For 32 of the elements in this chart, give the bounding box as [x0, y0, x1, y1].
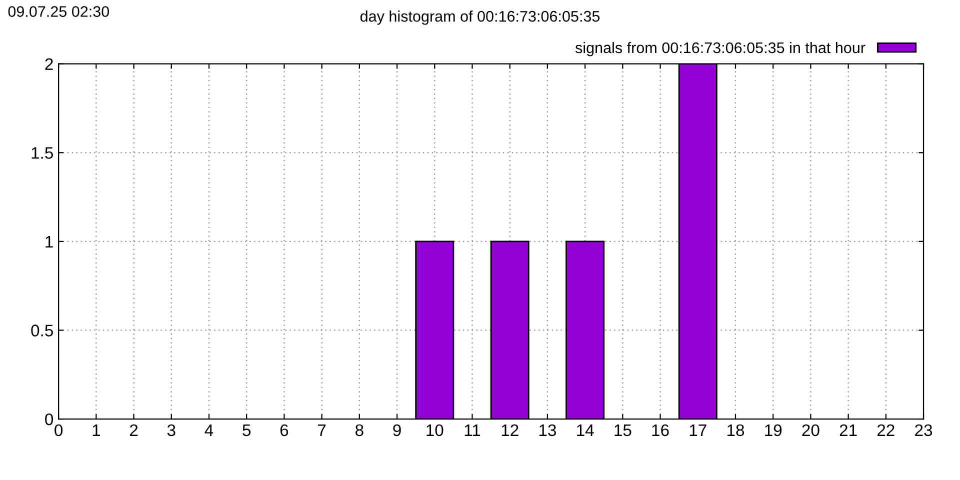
x-tick-label: 0 — [54, 424, 63, 436]
text: 09.07.25 02:30 — [8, 6, 110, 17]
x-tick-label: 8 — [356, 424, 364, 436]
x-tick-label: 18 — [727, 424, 744, 436]
x-tick-label: 21 — [840, 424, 857, 436]
x-tick-label: 15 — [614, 424, 632, 436]
x-tick-label: 3 — [167, 424, 176, 436]
x-tick-label: 13 — [539, 424, 556, 436]
y-tick-label: 1 — [46, 236, 53, 248]
x-tick-label: 11 — [464, 424, 480, 436]
x-tick-label: 9 — [393, 424, 401, 436]
x-tick-label: 5 — [242, 424, 251, 436]
x-tick-label: 16 — [652, 424, 669, 436]
x-tick-label: 19 — [765, 424, 782, 436]
x-tick-label: 23 — [915, 424, 932, 436]
x-tick-label: 12 — [502, 424, 518, 436]
x-tick-label: 7 — [318, 424, 326, 436]
y-tick-label: 0.5 — [31, 324, 53, 336]
x-tick-label: 10 — [426, 424, 444, 436]
x-tick-label: 14 — [577, 424, 594, 436]
x-tick-label: 2 — [130, 424, 138, 436]
y-tick-label: 1.5 — [32, 147, 53, 159]
chart-title: day histogram of 00:16:73:06:05:35 — [360, 10, 600, 25]
x-tick-label: 1 — [92, 424, 100, 436]
x-tick-label: 17 — [690, 424, 706, 436]
x-tick-label: 22 — [877, 424, 894, 436]
x-tick-label: 4 — [204, 424, 214, 436]
legend-label: signals from 00:16:73:06:05:35 in that hour — [575, 42, 866, 56]
y-tick-label: 2 — [45, 58, 53, 70]
y-tick-label: 0 — [45, 413, 54, 426]
x-tick-label: 20 — [802, 424, 820, 436]
x-tick-label: 6 — [280, 424, 288, 436]
